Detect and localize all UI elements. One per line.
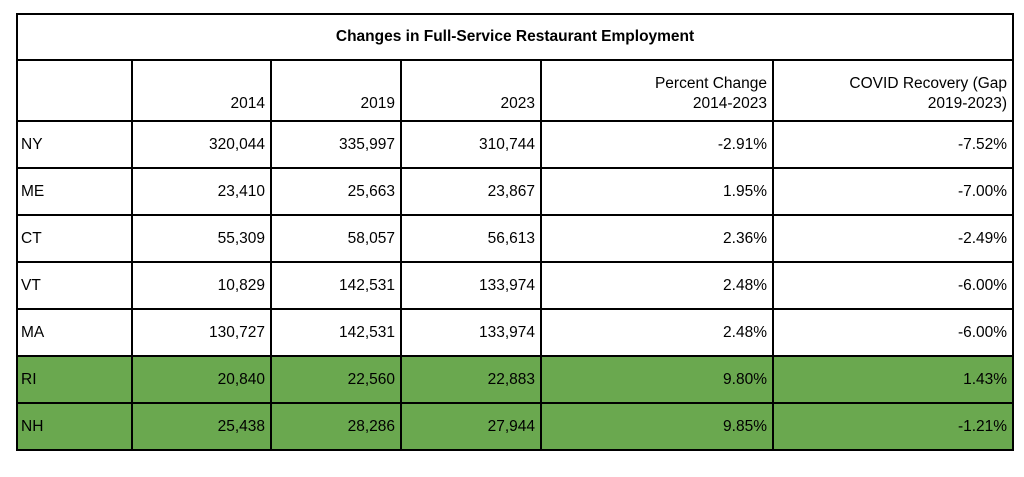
value-percent-change: 9.85%: [540, 402, 774, 451]
state-cell: NY: [16, 120, 133, 169]
value-percent-change: 2.36%: [540, 214, 774, 263]
value-covid-recovery: -7.52%: [771, 120, 1015, 169]
value-2014: 320,044: [131, 120, 272, 169]
value-covid-recovery: 1.43%: [771, 355, 1015, 404]
value-2019: 25,663: [270, 167, 402, 216]
value-percent-change: 1.95%: [540, 167, 774, 216]
state-cell: VT: [16, 261, 133, 310]
state-cell: MA: [16, 308, 133, 357]
state-cell: RI: [16, 355, 133, 404]
value-2014: 25,438: [131, 402, 272, 451]
value-covid-recovery: -7.00%: [771, 167, 1015, 216]
value-2019: 58,057: [270, 214, 402, 263]
value-covid-recovery: -2.49%: [771, 214, 1015, 263]
table-row-me: ME 23,410 25,663 23,867 1.95% -7.00%: [16, 167, 1015, 216]
table-row-ny: NY 320,044 335,997 310,744 -2.91% -7.52%: [16, 120, 1015, 169]
table-row-nh: NH 25,438 28,286 27,944 9.85% -1.21%: [16, 402, 1015, 451]
value-2019: 22,560: [270, 355, 402, 404]
value-2014: 23,410: [131, 167, 272, 216]
title-row: Changes in Full-Service Restaurant Emplo…: [15, 13, 1015, 61]
value-2023: 27,944: [400, 402, 542, 451]
value-percent-change: -2.91%: [540, 120, 774, 169]
value-2023: 133,974: [400, 308, 542, 357]
column-header-covid-recovery: COVID Recovery (Gap 2019-2023): [771, 59, 1015, 122]
table-row-ct: CT 55,309 58,057 56,613 2.36% -2.49%: [16, 214, 1015, 263]
value-percent-change: 2.48%: [540, 261, 774, 310]
state-cell: ME: [16, 167, 133, 216]
value-covid-recovery: -1.21%: [771, 402, 1015, 451]
employment-table: Changes in Full-Service Restaurant Emplo…: [15, 13, 1015, 451]
column-header-2019: 2019: [270, 59, 402, 122]
value-2014: 55,309: [131, 214, 272, 263]
value-2019: 142,531: [270, 308, 402, 357]
value-2023: 56,613: [400, 214, 542, 263]
value-2019: 335,997: [270, 120, 402, 169]
value-2023: 23,867: [400, 167, 542, 216]
value-2014: 130,727: [131, 308, 272, 357]
table-row-ri: RI 20,840 22,560 22,883 9.80% 1.43%: [16, 355, 1015, 404]
table-row-vt: VT 10,829 142,531 133,974 2.48% -6.00%: [16, 261, 1015, 310]
value-covid-recovery: -6.00%: [771, 261, 1015, 310]
table-row-ma: MA 130,727 142,531 133,974 2.48% -6.00%: [16, 308, 1015, 357]
table-title: Changes in Full-Service Restaurant Emplo…: [15, 13, 1015, 61]
column-header-2014: 2014: [131, 59, 272, 122]
header-row: 2014 2019 2023 Percent Change 2014-2023 …: [16, 59, 1015, 122]
value-2014: 20,840: [131, 355, 272, 404]
value-2014: 10,829: [131, 261, 272, 310]
state-cell: NH: [16, 402, 133, 451]
value-percent-change: 2.48%: [540, 308, 774, 357]
column-header-2023: 2023: [400, 59, 542, 122]
state-cell: CT: [16, 214, 133, 263]
value-covid-recovery: -6.00%: [771, 308, 1015, 357]
value-2019: 142,531: [270, 261, 402, 310]
column-header-state: [16, 59, 133, 122]
value-2023: 22,883: [400, 355, 542, 404]
value-2023: 310,744: [400, 120, 542, 169]
value-2019: 28,286: [270, 402, 402, 451]
value-percent-change: 9.80%: [540, 355, 774, 404]
value-2023: 133,974: [400, 261, 542, 310]
column-header-percent-change: Percent Change 2014-2023: [540, 59, 774, 122]
